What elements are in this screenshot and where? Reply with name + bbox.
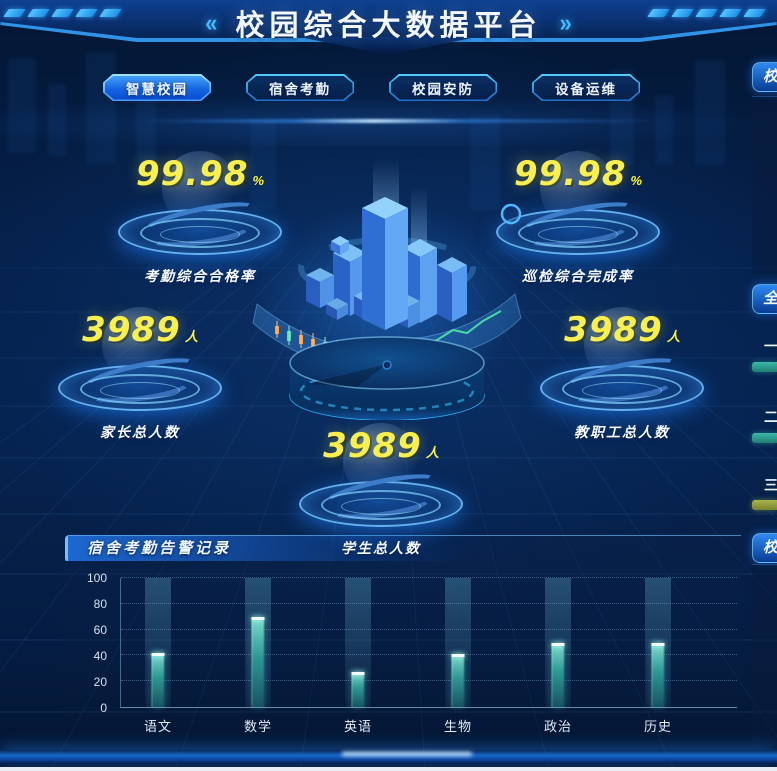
skyline-block <box>470 115 500 210</box>
chart-bar <box>151 652 165 707</box>
tab-dorm-attendance[interactable]: 宿舍考勤 <box>246 74 354 101</box>
light-streak <box>140 119 660 123</box>
bottom-edge <box>0 767 777 771</box>
alarm-panel-header: 宿舍考勤告警记录 <box>65 535 741 561</box>
chart-bar <box>451 654 465 707</box>
stat-value: 99.98% <box>514 156 642 199</box>
unit-person: 人 <box>425 445 439 460</box>
ytick-label: 20 <box>93 675 107 689</box>
header-band <box>0 0 777 38</box>
tab-label: 智慧校园 <box>126 81 188 97</box>
header-title-row: « 校园综合大数据平台 » <box>0 2 777 44</box>
skyline-block <box>655 95 673 165</box>
stat-value: 3989 人 <box>564 312 680 355</box>
unit-person: 人 <box>184 329 198 344</box>
chevron-right-icon: » <box>559 8 572 37</box>
platform-graphic <box>299 423 463 529</box>
rank-item-bar <box>752 500 777 510</box>
alarm-chart-grid <box>121 577 737 707</box>
bar-slot: 生物 <box>408 578 508 734</box>
unit-percent: % <box>252 173 265 188</box>
stat-label: 教职工总人数 <box>574 424 670 440</box>
platform-graphic <box>496 151 660 257</box>
chart-bar <box>351 672 365 707</box>
stat-value: 3989 人 <box>82 312 198 355</box>
rank-item-label: 二 <box>764 409 777 425</box>
side-panel-title-middle[interactable]: 全 <box>752 284 777 314</box>
ytick-label: 40 <box>93 649 107 663</box>
panel-header-accent <box>65 536 68 561</box>
page-title: 校园综合大数据平台 <box>235 10 542 42</box>
stat-inspection-completion-rate: 99.98% 巡检综合完成率 <box>496 151 660 286</box>
stat-value: 99.98% <box>136 156 264 199</box>
ytick-label: 100 <box>86 571 107 585</box>
rank-item-label: 三 <box>764 477 777 493</box>
alarm-chart-slots: 语文 数学 英语 生物 政治 历史 <box>108 578 708 734</box>
rank-item-bar <box>752 362 777 372</box>
chevron-left-icon: « <box>205 8 218 37</box>
stat-value: 3989 人 <box>323 428 439 471</box>
tab-equipment-ops[interactable]: 设备运维 <box>532 74 640 101</box>
side-panel-bottom <box>752 564 777 745</box>
ribbon-line-chart <box>396 293 522 361</box>
chart-bar <box>651 642 665 707</box>
platform-graphic <box>118 151 282 257</box>
skyline-block <box>250 120 276 210</box>
stat-label: 巡检综合完成率 <box>522 268 634 284</box>
hologram-platform <box>289 336 485 420</box>
tab-bar: 智慧校园 宿舍考勤 校园安防 设备运维 <box>103 74 640 101</box>
stat-parents-total: 3989 人 家长总人数 <box>58 307 222 442</box>
iso-bar-columns <box>306 197 467 330</box>
skyline-block <box>48 84 66 156</box>
ytick-label: 80 <box>93 597 107 611</box>
chart-bar <box>551 642 565 707</box>
ytick-label: 60 <box>93 623 107 637</box>
category-label: 政治 <box>543 719 572 734</box>
alarm-panel <box>62 532 744 732</box>
bar-slot: 历史 <box>608 578 708 734</box>
chart-bar <box>251 616 265 707</box>
stat-label: 考勤综合合格率 <box>144 268 256 284</box>
tab-label: 宿舍考勤 <box>269 81 331 97</box>
category-label: 语文 <box>143 719 172 734</box>
category-label: 英语 <box>343 719 372 734</box>
side-panel-top <box>752 96 777 274</box>
skyline-block <box>8 58 36 153</box>
stat-attendance-pass-rate: 99.98% 考勤综合合格率 <box>118 151 282 286</box>
rank-item-label: 一 <box>764 338 777 354</box>
category-label: 历史 <box>643 719 672 734</box>
category-label: 生物 <box>443 719 472 734</box>
skyline-block <box>86 52 116 164</box>
tab-label: 校园安防 <box>412 81 474 97</box>
unit-person: 人 <box>666 329 680 344</box>
alarm-panel-title: 宿舍考勤告警记录 <box>87 540 232 557</box>
alarm-chart-plot: 语文 数学 英语 生物 政治 历史 <box>120 577 737 734</box>
bar-slot: 英语 <box>308 578 408 734</box>
bottom-glow-band <box>0 750 777 764</box>
skyline-block <box>695 60 725 165</box>
stat-students-total: 3989 人 学生总人数 <box>299 423 463 558</box>
bar-slot: 数学 <box>208 578 308 734</box>
tab-campus-security[interactable]: 校园安防 <box>389 74 497 101</box>
platform-graphic <box>58 307 222 413</box>
ytick-label: 0 <box>100 701 107 715</box>
alarm-chart-yaxis: 0 20 40 60 80 100 <box>65 571 113 715</box>
tab-label: 设备运维 <box>555 81 617 97</box>
tab-smart-campus[interactable]: 智慧校园 <box>103 74 211 101</box>
stat-staff-total: 3989 人 教职工总人数 <box>540 307 704 442</box>
bar-slot: 语文 <box>108 578 208 734</box>
category-label: 数学 <box>243 719 272 734</box>
ribbon-candlestick-chart <box>252 303 386 373</box>
rank-item-bar <box>752 433 777 443</box>
side-panel-title-top[interactable]: 校 <box>752 62 777 92</box>
bar-slot: 政治 <box>508 578 608 734</box>
side-panel-title-bottom[interactable]: 校 <box>752 533 777 563</box>
unit-percent: % <box>630 173 643 188</box>
alarm-bar-chart: 0 20 40 60 80 100 语文 数学 英语 生物 政治 历史 <box>65 560 741 734</box>
stat-label: 学生总人数 <box>341 540 421 556</box>
platform-graphic <box>540 307 704 413</box>
stat-label: 家长总人数 <box>100 424 180 440</box>
